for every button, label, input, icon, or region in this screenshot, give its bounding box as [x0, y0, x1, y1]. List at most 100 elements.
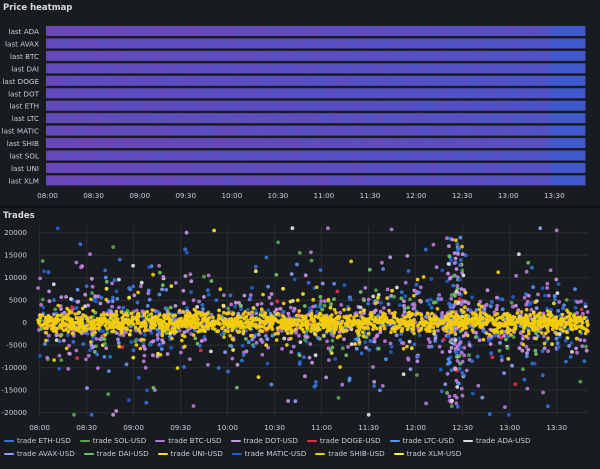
trade-point	[531, 311, 536, 316]
trade-point	[177, 328, 182, 333]
heatmap-cell	[511, 63, 517, 74]
heatmap-cell	[580, 113, 586, 124]
heatmap-cell	[85, 175, 91, 186]
trade-point	[242, 317, 247, 321]
heatmap-cell	[144, 138, 150, 149]
heatmap-cell	[271, 63, 277, 74]
heatmap-cell	[433, 162, 439, 173]
heatmap-cell	[565, 100, 571, 111]
heatmap-cell	[320, 125, 326, 136]
trade-point	[576, 315, 580, 320]
trade-point	[81, 325, 85, 330]
heatmap-cell	[286, 138, 292, 149]
heatmap-cell	[340, 88, 346, 99]
heatmap-cell	[442, 50, 449, 61]
heatmap-cell	[202, 38, 209, 49]
heatmap-cell	[521, 75, 527, 86]
legend-item[interactable]: trade DOGE-USD	[306, 436, 381, 445]
heatmap-cell	[232, 138, 238, 149]
heatmap-cell	[393, 63, 400, 74]
trade-point	[229, 302, 234, 307]
trade-point	[90, 276, 94, 281]
legend-item[interactable]: trade LTC-USD	[389, 436, 454, 445]
heatmap-cell	[193, 50, 199, 61]
trade-point	[398, 303, 402, 308]
heatmap-cell	[139, 26, 145, 36]
legend-item[interactable]: trade DOT-USD	[230, 436, 298, 445]
heatmap-cell	[202, 50, 209, 61]
trade-point	[418, 321, 423, 325]
trade-point	[250, 286, 254, 290]
heatmap-cell	[506, 150, 512, 161]
heatmap-cell	[55, 138, 62, 149]
trade-point	[364, 345, 368, 350]
heatmap-cell	[330, 100, 336, 111]
trade-point	[306, 280, 311, 285]
trade-point	[290, 226, 295, 231]
heatmap-cell	[129, 175, 135, 186]
trade-point	[90, 284, 95, 289]
trade-point	[105, 327, 109, 331]
heatmap-cell	[139, 38, 145, 49]
heatmap-cell	[344, 175, 351, 186]
trade-point	[438, 319, 443, 323]
trade-point	[481, 337, 486, 342]
trade-point	[506, 334, 511, 339]
heatmap-cell	[266, 113, 272, 124]
trade-point	[259, 307, 264, 311]
trade-point	[526, 293, 531, 298]
legend-item[interactable]: trade BTC-USD	[155, 436, 222, 445]
trade-point	[292, 277, 297, 282]
trade-point	[171, 314, 175, 318]
trade-point	[365, 319, 369, 324]
legend-item[interactable]: trade SHIB-USD	[315, 449, 385, 458]
trade-point	[135, 300, 140, 305]
trade-point	[221, 303, 226, 308]
heatmap-cell	[447, 63, 454, 74]
legend-item[interactable]: trade ETH-USD	[4, 436, 71, 445]
trade-point	[517, 252, 521, 257]
legend-item[interactable]: trade XLM-USD	[393, 449, 461, 458]
heatmap-cell	[163, 125, 169, 136]
trade-point	[549, 313, 554, 318]
heatmap-cell	[197, 100, 204, 111]
heatmap-cell	[178, 113, 184, 124]
legend-item[interactable]: trade ADA-USD	[463, 436, 530, 445]
trade-point	[441, 321, 446, 326]
trade-point	[372, 323, 377, 328]
heatmap-cell	[104, 150, 111, 161]
heatmap-cell	[384, 50, 390, 61]
legend-label: trade ETH-USD	[17, 436, 71, 445]
legend-item[interactable]: trade MATIC-USD	[231, 449, 306, 458]
trade-point	[448, 275, 453, 280]
legend-item[interactable]: trade AVAX-USD	[4, 449, 75, 458]
trade-point	[261, 292, 265, 297]
heatmap-cell	[55, 50, 62, 61]
heatmap-cell	[511, 138, 517, 149]
heatmap-cell	[251, 125, 258, 136]
heatmap-cell	[183, 113, 189, 124]
trade-point	[146, 291, 151, 296]
trade-point	[391, 319, 395, 324]
heatmap-cell	[173, 113, 179, 124]
heatmap-cell	[344, 50, 351, 61]
legend-item[interactable]: trade UNI-USD	[157, 449, 223, 458]
heatmap-cell	[124, 125, 130, 136]
trade-point	[574, 318, 579, 322]
heatmap-cell	[389, 100, 395, 111]
heatmap-cell	[80, 150, 86, 161]
trade-point	[177, 308, 182, 313]
heatmap-cell	[580, 88, 586, 99]
trade-point	[144, 400, 149, 405]
heatmap-cell	[129, 150, 135, 161]
heatmap-cell	[256, 88, 262, 99]
trade-point	[318, 295, 323, 299]
trade-point	[292, 321, 297, 325]
trade-point	[526, 319, 530, 323]
trade-point	[64, 295, 68, 299]
legend-item[interactable]: trade DAI-USD	[83, 449, 149, 458]
legend-item[interactable]: trade SOL-USD	[79, 436, 146, 445]
heatmap-cell	[462, 162, 468, 173]
heatmap-cell	[359, 125, 365, 136]
trade-point	[492, 333, 497, 338]
